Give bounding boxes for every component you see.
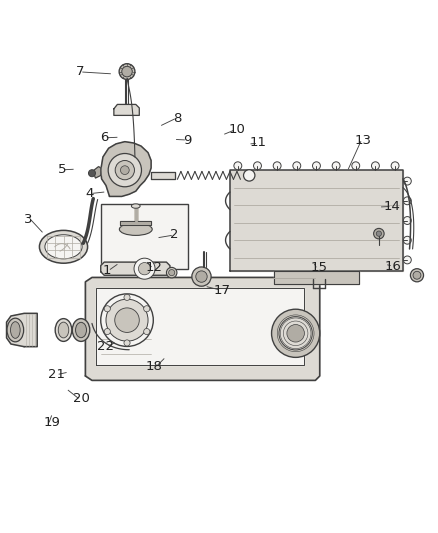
Text: 14: 14 [384,199,400,213]
Text: 13: 13 [355,134,372,147]
Circle shape [119,64,135,79]
Circle shape [166,268,177,278]
Polygon shape [114,104,139,115]
Circle shape [106,299,148,341]
Text: 2: 2 [170,229,179,241]
Circle shape [413,271,421,279]
Circle shape [273,162,281,169]
Circle shape [134,258,155,279]
Polygon shape [120,221,151,225]
Ellipse shape [45,235,82,259]
Circle shape [391,162,399,169]
Circle shape [352,162,360,169]
Ellipse shape [39,230,88,263]
Ellipse shape [104,306,110,312]
Polygon shape [85,278,320,381]
Circle shape [115,308,139,333]
Circle shape [108,154,141,187]
Polygon shape [274,271,359,284]
Text: 20: 20 [73,392,89,405]
Ellipse shape [131,204,140,208]
Circle shape [410,269,424,282]
Text: 21: 21 [48,368,64,381]
Circle shape [403,177,411,185]
Circle shape [138,263,151,275]
Circle shape [279,317,312,350]
Circle shape [403,236,411,244]
Text: 16: 16 [385,260,402,272]
Circle shape [244,169,255,181]
Ellipse shape [144,306,150,312]
Text: 17: 17 [213,284,230,297]
Ellipse shape [144,328,150,335]
Text: 5: 5 [58,163,67,176]
Polygon shape [230,170,403,271]
Ellipse shape [55,319,72,342]
Circle shape [234,162,242,169]
Polygon shape [93,167,101,178]
Text: 11: 11 [250,136,267,149]
Text: 7: 7 [75,65,84,78]
Ellipse shape [104,328,110,335]
FancyBboxPatch shape [101,204,188,269]
Circle shape [120,166,129,174]
Text: 8: 8 [173,112,182,125]
Ellipse shape [11,322,20,338]
Text: 22: 22 [98,340,114,353]
Circle shape [196,271,207,282]
Circle shape [332,162,340,169]
Circle shape [122,66,132,77]
Circle shape [293,162,301,169]
Circle shape [403,216,411,224]
Ellipse shape [76,322,86,338]
Circle shape [272,309,320,358]
Ellipse shape [58,322,69,338]
Ellipse shape [119,223,152,236]
Polygon shape [7,313,37,346]
Circle shape [169,270,175,276]
Circle shape [374,229,384,239]
Text: 12: 12 [146,261,162,274]
Polygon shape [101,262,170,275]
Circle shape [254,162,261,169]
Circle shape [376,231,381,236]
Circle shape [101,294,153,346]
Ellipse shape [124,294,130,301]
Text: 10: 10 [228,123,245,136]
Circle shape [192,267,211,286]
Text: 9: 9 [183,134,192,147]
Text: 1: 1 [103,263,112,277]
Circle shape [115,160,134,180]
Polygon shape [96,288,304,365]
Polygon shape [151,172,175,179]
Text: 15: 15 [311,261,327,274]
Text: 18: 18 [146,360,162,373]
Circle shape [88,169,95,177]
Circle shape [287,325,304,342]
Circle shape [371,162,379,169]
Circle shape [313,162,321,169]
Ellipse shape [72,319,90,342]
Circle shape [403,197,411,205]
Text: 19: 19 [43,416,60,430]
Text: 4: 4 [85,187,94,200]
Text: 6: 6 [100,131,109,144]
Polygon shape [101,142,151,197]
Circle shape [403,256,411,264]
Ellipse shape [7,318,24,342]
Ellipse shape [124,340,130,346]
Text: 3: 3 [24,213,33,226]
